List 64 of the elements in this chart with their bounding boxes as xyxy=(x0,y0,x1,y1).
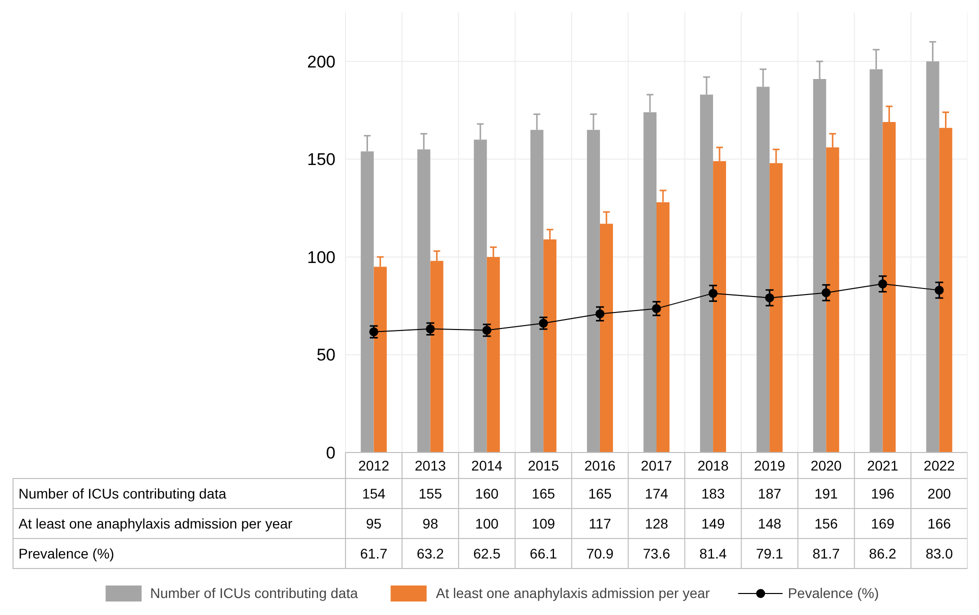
data-label: 155 xyxy=(418,486,442,502)
y-tick-label: 200 xyxy=(307,52,336,72)
data-label: 70.9 xyxy=(586,546,614,562)
legend-label: Pevalence (%) xyxy=(788,585,879,601)
x-tick-label: 2014 xyxy=(471,458,503,474)
data-label: 183 xyxy=(701,486,725,502)
data-label: 81.4 xyxy=(699,546,727,562)
data-label: 165 xyxy=(532,486,556,502)
x-tick-label: 2021 xyxy=(867,458,898,474)
legend-label: At least one anaphylaxis admission per year xyxy=(436,585,710,601)
data-label: 174 xyxy=(644,486,668,502)
x-tick-label: 2017 xyxy=(640,458,672,474)
data-label: 86.2 xyxy=(869,546,897,562)
data-label: 100 xyxy=(475,516,499,532)
data-label: 149 xyxy=(701,516,725,532)
data-label: 187 xyxy=(758,486,782,502)
point xyxy=(765,293,774,302)
point xyxy=(369,327,378,336)
data-label: 79.1 xyxy=(756,546,784,562)
data-label: 63.2 xyxy=(416,546,444,562)
x-tick-label: 2013 xyxy=(414,458,446,474)
data-label: 98 xyxy=(422,516,438,532)
legend-label: Number of ICUs contributing data xyxy=(150,585,358,601)
point xyxy=(708,288,718,298)
x-tick-label: 2020 xyxy=(810,458,842,474)
point xyxy=(878,279,888,288)
x-tick-label: 2019 xyxy=(754,458,786,474)
x-tick-label: 2012 xyxy=(358,458,390,474)
data-label: 117 xyxy=(588,516,612,532)
point xyxy=(934,286,944,295)
data-label: 61.7 xyxy=(360,546,388,562)
x-tick-label: 2015 xyxy=(528,458,560,474)
data-label: 148 xyxy=(758,516,782,532)
data-label: 62.5 xyxy=(473,546,501,562)
y-tick-label: 100 xyxy=(307,248,336,267)
text: Prevalence (%) xyxy=(18,546,114,562)
x-tick-label: 2018 xyxy=(697,458,729,474)
data-label: 166 xyxy=(928,516,952,532)
data-label: 200 xyxy=(928,486,952,502)
y-tick-label: 150 xyxy=(307,150,336,170)
y-tick-label: 0 xyxy=(326,444,336,462)
data-label: 156 xyxy=(814,516,838,532)
data-label: 154 xyxy=(362,486,386,502)
data-label: 128 xyxy=(644,516,668,532)
x-tick-label: 2022 xyxy=(924,458,956,474)
data-label: 73.6 xyxy=(642,546,670,562)
data-label: 66.1 xyxy=(530,546,558,562)
data-label: 160 xyxy=(475,486,499,502)
point xyxy=(652,304,661,314)
data-label: 95 xyxy=(366,516,382,532)
data-label: 81.7 xyxy=(812,546,840,562)
point xyxy=(426,324,435,334)
text: At least one anaphylaxis admission per year xyxy=(18,516,293,532)
data-label: 83.0 xyxy=(926,546,954,562)
data-label: 169 xyxy=(871,516,895,532)
data-label: 191 xyxy=(814,486,838,502)
text: Number of ICUs contributing data xyxy=(18,486,226,502)
data-label: 165 xyxy=(588,486,612,502)
data-label: 109 xyxy=(532,516,556,532)
point xyxy=(822,288,831,298)
y-tick-label: 50 xyxy=(316,346,336,365)
data-label: 196 xyxy=(871,486,895,502)
point xyxy=(595,309,604,318)
x-tick-label: 2016 xyxy=(584,458,616,474)
